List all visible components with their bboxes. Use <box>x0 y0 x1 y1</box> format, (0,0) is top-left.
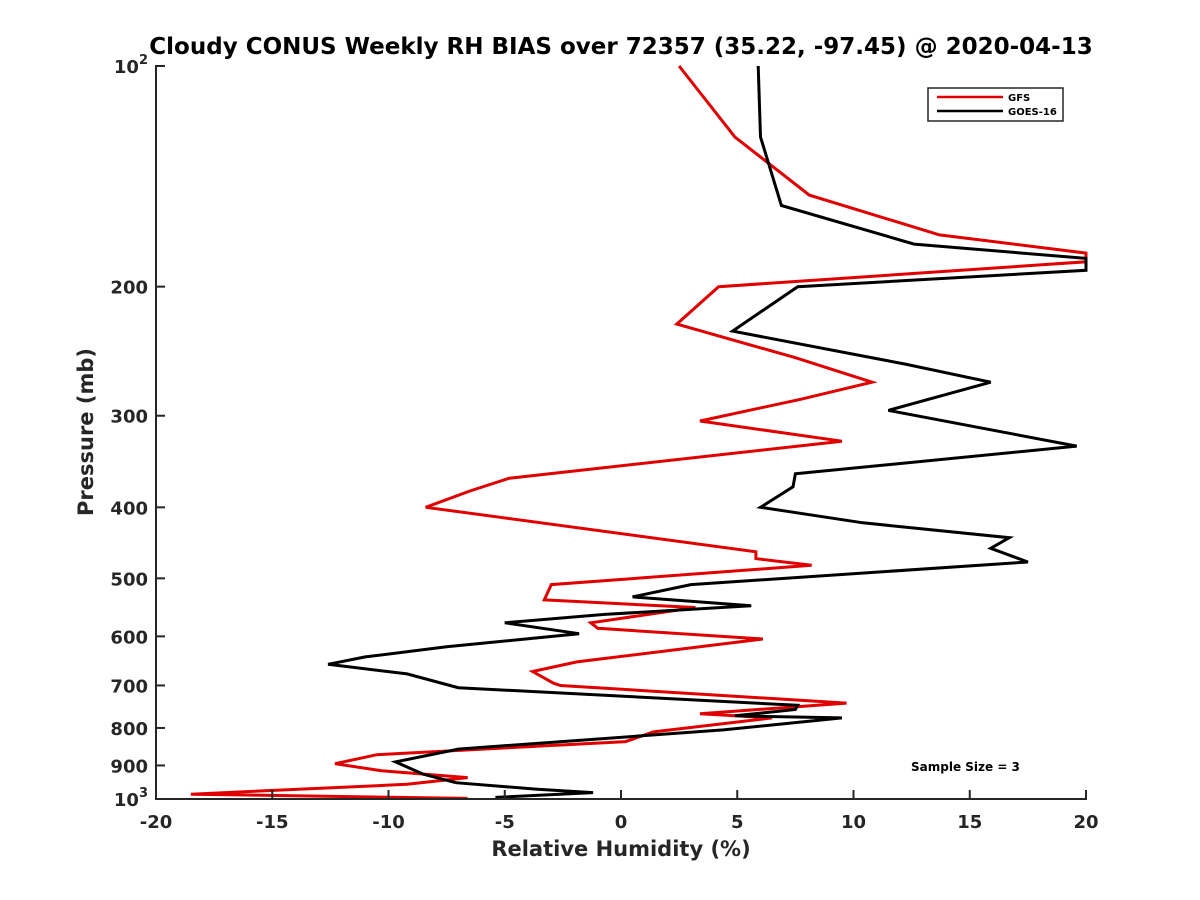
x-axis-label: Relative Humidity (%) <box>491 837 750 861</box>
x-tick-label: 15 <box>957 812 982 833</box>
x-tick-label: 10 <box>841 812 866 833</box>
x-tick-label: -5 <box>495 812 515 833</box>
series-line-goes-16 <box>327 65 1088 799</box>
x-axis-ticks: -20 -15 -10 -5 0 5 10 15 20 <box>140 790 1099 833</box>
x-tick-label: -20 <box>140 812 173 833</box>
x-tick-label: 0 <box>615 812 628 833</box>
x-tick-label: -15 <box>256 812 289 833</box>
legend: GFS GOES-16 <box>927 87 1064 122</box>
y-tick-label: 600 <box>110 627 148 648</box>
series-line-gfs <box>190 65 1088 800</box>
y-tick-label: 102 <box>114 53 148 78</box>
y-tick-label: 800 <box>110 719 148 740</box>
y-axis-ticks: 102 200 300 400 500 600 700 800 900 103 <box>110 53 165 811</box>
y-tick-label: 103 <box>114 786 148 811</box>
legend-label-gfs: GFS <box>1008 93 1030 104</box>
legend-box <box>927 87 1064 122</box>
y-tick-label: 700 <box>110 676 148 697</box>
x-tick-label: 5 <box>731 812 744 833</box>
legend-label-goes16: GOES-16 <box>1008 107 1057 118</box>
sample-size-annotation: Sample Size = 3 <box>911 760 1020 774</box>
x-tick-label: -10 <box>372 812 405 833</box>
y-tick-label: 500 <box>110 569 148 590</box>
y-tick-label: 400 <box>110 498 148 519</box>
series-layer <box>190 65 1088 800</box>
y-tick-label: 200 <box>110 278 148 299</box>
chart-title: Cloudy CONUS Weekly RH BIAS over 72357 (… <box>149 34 1092 60</box>
y-tick-label: 900 <box>110 756 148 777</box>
y-tick-label: 300 <box>110 407 148 428</box>
y-axis-label: Pressure (mb) <box>74 348 98 516</box>
plot-area <box>156 66 1086 799</box>
x-tick-label: 20 <box>1073 812 1098 833</box>
